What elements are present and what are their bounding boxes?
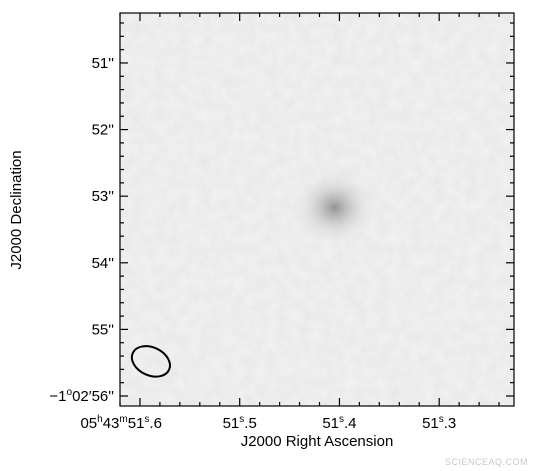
y-tick-label: 51'' [92, 55, 115, 72]
x-axis-title: J2000 Right Ascension [241, 433, 394, 450]
y-tick-seconds: 56'' [92, 388, 115, 405]
credit-text: SCIENCEAQ.COM [445, 457, 528, 467]
x-tick-second-unit: s [339, 414, 344, 425]
x-tick-hour-unit: h [97, 414, 103, 425]
y-tick-label: −1o02′56'' [49, 387, 114, 405]
y-tick-label: 52'' [92, 122, 115, 139]
x-tick-fraction: .5 [244, 415, 257, 432]
x-tick-second-unit: s [439, 414, 444, 425]
x-tick-minute-unit: m [119, 414, 127, 425]
x-tick-fraction: .6 [149, 415, 162, 432]
x-tick-fraction: .4 [344, 415, 357, 432]
y-axis-title: J2000 Declination [8, 150, 25, 269]
background-image [120, 13, 514, 406]
tick-labels: 51'' 52'' 53'' 54'' 55'' −1o02′56'' 05h43m51s.… [49, 55, 456, 432]
y-tick-degree-unit: o [67, 387, 73, 398]
y-tick-label: 54'' [92, 255, 115, 272]
x-tick-seconds: 51 [128, 415, 145, 432]
x-tick-label: 51s.3 [422, 414, 456, 432]
x-tick-label: 51s.4 [322, 414, 356, 432]
y-tick-label: 53'' [92, 188, 115, 205]
x-tick-minutes: 43 [103, 415, 120, 432]
x-tick-second-unit: s [144, 414, 149, 425]
y-tick-minutes: 02′ [72, 388, 92, 405]
beam-ellipse [130, 345, 171, 378]
x-tick-fraction: .3 [444, 415, 457, 432]
tick-marks [119, 13, 514, 406]
x-tick-second-unit: s [239, 414, 244, 425]
y-tick-label: 55'' [92, 321, 115, 338]
x-tick-label: 05h43m51s.6 [80, 414, 161, 432]
x-tick-label: 51s.5 [223, 414, 257, 432]
